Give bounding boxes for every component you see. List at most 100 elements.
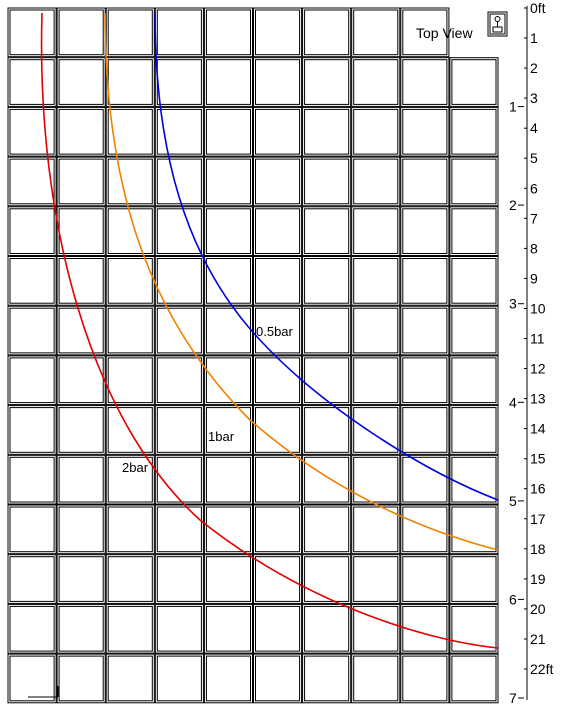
grid-cell <box>351 653 401 704</box>
grid-cell <box>449 256 499 306</box>
grid-cell <box>7 653 57 704</box>
right-scale-label: 17 <box>530 511 546 527</box>
grid-cell-inner <box>255 655 301 702</box>
grid-cell-inner <box>402 407 448 453</box>
grid-cell-inner <box>353 158 399 205</box>
grid-cell <box>449 504 499 555</box>
grid-cell-inner <box>304 357 350 404</box>
sprinkler-side-view-icon <box>492 16 503 33</box>
grid-cell-inner <box>304 307 350 354</box>
grid-cell-inner <box>402 556 448 602</box>
grid-cell-inner <box>58 357 104 404</box>
grid-cell-inner <box>156 556 202 602</box>
grid-cell-inner <box>156 108 202 155</box>
grid-cell <box>154 57 204 107</box>
grid-cell-inner <box>451 357 497 404</box>
grid-cell-inner <box>255 556 301 602</box>
view-toggle-button[interactable] <box>487 11 508 37</box>
grid-cell-inner <box>58 456 104 503</box>
grid-cell <box>56 405 106 455</box>
origin-marker <box>28 686 59 698</box>
grid-cell-inner <box>304 506 350 553</box>
grid-cell-inner <box>107 456 153 503</box>
grid-cell <box>302 206 352 257</box>
grid-cell <box>105 106 155 157</box>
grid-cell-inner <box>255 9 301 56</box>
grid-cell-inner <box>58 556 104 602</box>
grid-cell-inner <box>156 158 202 205</box>
grid-cell-inner <box>451 407 497 453</box>
grid-cell-inner <box>451 655 497 702</box>
grid-cell <box>449 156 499 207</box>
grid-cell <box>154 7 204 58</box>
grid-cell <box>351 554 401 604</box>
curve-label-0-5bar: 0.5bar <box>256 324 294 339</box>
grid-cell-inner <box>107 407 153 453</box>
grid-cell <box>105 603 155 654</box>
grid-cell <box>302 504 352 555</box>
grid-cell <box>302 156 352 207</box>
grid-cell-inner <box>58 158 104 205</box>
grid-cell <box>154 603 204 654</box>
grid-cell <box>105 454 155 505</box>
grid-cell-inner <box>304 158 350 205</box>
grid-cell-inner <box>205 506 251 553</box>
grid-cell-inner <box>9 605 55 652</box>
right-scale-label: 5 <box>530 150 538 166</box>
grid-cell-inner <box>58 59 104 105</box>
grid-cell <box>105 156 155 207</box>
grid-cell-inner <box>402 9 448 56</box>
grid-cell <box>302 554 352 604</box>
grid-cell-inner <box>205 258 251 304</box>
grid-cell <box>154 206 204 257</box>
grid-cell <box>400 405 450 455</box>
grid-cell-inner <box>156 357 202 404</box>
grid-cell <box>56 156 106 207</box>
grid-cell-inner <box>451 605 497 652</box>
right-scale-label: 22ft <box>530 661 553 677</box>
left-scale-label: 3 <box>509 296 517 312</box>
grid-cell-inner <box>402 357 448 404</box>
grid-cell-inner <box>9 258 55 304</box>
grid-cell <box>302 57 352 107</box>
grid-cell <box>302 454 352 505</box>
grid-cell-inner <box>205 407 251 453</box>
grid-cell-inner <box>156 9 202 56</box>
grid-cell <box>56 206 106 257</box>
grid-cell-inner <box>205 655 251 702</box>
grid-cell-inner <box>205 59 251 105</box>
grid-cell-inner <box>9 307 55 354</box>
grid-cell-inner <box>353 506 399 553</box>
grid-cell-inner <box>353 307 399 354</box>
view-label: Top View <box>416 25 473 41</box>
grid-cell <box>105 256 155 306</box>
grid-cell-inner <box>205 456 251 503</box>
grid-cell <box>56 305 106 356</box>
grid-cell-inner <box>304 258 350 304</box>
grid-cell-inner <box>205 556 251 602</box>
grid-cell <box>154 256 204 306</box>
grid-cell-inner <box>9 456 55 503</box>
grid-cell-inner <box>255 506 301 553</box>
grid-cell-inner <box>353 605 399 652</box>
grid-cell-inner <box>255 108 301 155</box>
grid-cell-inner <box>451 506 497 553</box>
grid-cell-inner <box>255 158 301 205</box>
grid-cell <box>351 305 401 356</box>
grid-cell <box>7 57 57 107</box>
grid-cell-inner <box>156 456 202 503</box>
grid-cell <box>351 156 401 207</box>
right-scale-label: 0ft <box>530 0 546 16</box>
grid-cell-inner <box>402 258 448 304</box>
grid-cell <box>400 305 450 356</box>
grid-cell-inner <box>353 456 399 503</box>
grid-cell <box>56 256 106 306</box>
grid-cell-inner <box>205 208 251 255</box>
grid-cell-inner <box>58 307 104 354</box>
curve-2bar <box>40 12 499 649</box>
grid-cell-inner <box>156 407 202 453</box>
grid-cell-inner <box>402 506 448 553</box>
grid-cell <box>449 603 499 654</box>
grid-cell-inner <box>205 158 251 205</box>
grid-cell-inner <box>304 59 350 105</box>
